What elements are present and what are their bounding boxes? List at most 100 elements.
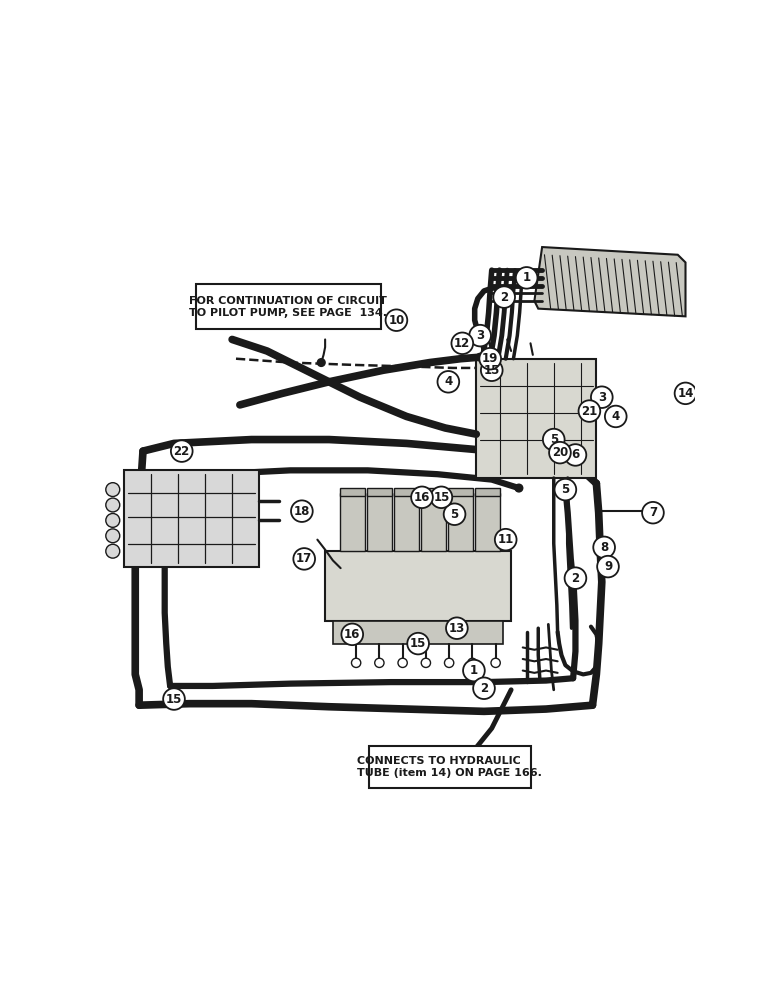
Circle shape xyxy=(473,677,495,699)
Circle shape xyxy=(351,658,361,667)
FancyBboxPatch shape xyxy=(195,284,381,329)
Circle shape xyxy=(605,406,627,427)
Circle shape xyxy=(317,359,325,366)
Circle shape xyxy=(564,567,586,589)
Text: CONNECTS TO HYDRAULIC
TUBE (item 14) ON PAGE 166.: CONNECTS TO HYDRAULIC TUBE (item 14) ON … xyxy=(357,756,542,778)
Circle shape xyxy=(463,660,485,681)
FancyBboxPatch shape xyxy=(340,488,364,496)
Circle shape xyxy=(171,440,192,462)
Text: 5: 5 xyxy=(561,483,570,496)
FancyBboxPatch shape xyxy=(476,488,500,496)
Circle shape xyxy=(476,353,484,361)
Text: 2: 2 xyxy=(571,572,580,585)
Circle shape xyxy=(481,359,503,381)
Text: 3: 3 xyxy=(476,329,484,342)
Circle shape xyxy=(444,503,466,525)
FancyBboxPatch shape xyxy=(449,488,473,496)
Text: 16: 16 xyxy=(414,491,430,504)
Text: 16: 16 xyxy=(344,628,361,641)
FancyBboxPatch shape xyxy=(367,493,391,551)
FancyBboxPatch shape xyxy=(325,551,511,620)
Circle shape xyxy=(106,483,120,497)
Circle shape xyxy=(468,658,477,667)
Circle shape xyxy=(411,487,433,508)
Circle shape xyxy=(493,286,515,308)
Text: 22: 22 xyxy=(174,445,190,458)
Text: 13: 13 xyxy=(449,622,465,635)
Text: 15: 15 xyxy=(166,693,182,706)
Circle shape xyxy=(516,267,537,289)
Text: 17: 17 xyxy=(296,552,313,565)
Circle shape xyxy=(422,658,431,667)
Circle shape xyxy=(515,484,523,492)
Text: 7: 7 xyxy=(649,506,657,519)
Circle shape xyxy=(445,658,454,667)
Circle shape xyxy=(642,502,664,523)
Text: 11: 11 xyxy=(498,533,514,546)
Text: 4: 4 xyxy=(611,410,620,423)
Circle shape xyxy=(543,429,564,450)
Circle shape xyxy=(293,548,315,570)
Circle shape xyxy=(591,386,613,408)
Circle shape xyxy=(163,688,185,710)
Circle shape xyxy=(578,400,601,422)
FancyBboxPatch shape xyxy=(476,359,597,478)
FancyBboxPatch shape xyxy=(333,620,503,644)
Text: 5: 5 xyxy=(450,508,459,521)
Text: 8: 8 xyxy=(600,541,608,554)
Polygon shape xyxy=(534,247,686,316)
Circle shape xyxy=(564,444,586,466)
FancyBboxPatch shape xyxy=(367,488,391,496)
Text: 20: 20 xyxy=(552,446,568,459)
Circle shape xyxy=(408,633,429,654)
Circle shape xyxy=(398,658,408,667)
FancyBboxPatch shape xyxy=(476,493,500,551)
Circle shape xyxy=(385,309,408,331)
Text: FOR CONTINUATION OF CIRCUIT
TO PILOT PUMP, SEE PAGE  134.: FOR CONTINUATION OF CIRCUIT TO PILOT PUM… xyxy=(189,296,388,318)
FancyBboxPatch shape xyxy=(394,488,419,496)
Circle shape xyxy=(593,537,615,558)
Text: 18: 18 xyxy=(293,505,310,518)
Circle shape xyxy=(291,500,313,522)
Circle shape xyxy=(431,487,452,508)
Text: 14: 14 xyxy=(677,387,694,400)
Circle shape xyxy=(106,498,120,512)
Circle shape xyxy=(446,617,468,639)
FancyBboxPatch shape xyxy=(340,493,364,551)
Text: 4: 4 xyxy=(444,375,452,388)
FancyBboxPatch shape xyxy=(394,493,419,551)
Circle shape xyxy=(438,371,459,393)
Text: 1: 1 xyxy=(470,664,478,677)
Circle shape xyxy=(549,442,571,463)
Text: 2: 2 xyxy=(480,682,488,695)
Circle shape xyxy=(675,383,696,404)
Text: 12: 12 xyxy=(454,337,470,350)
Circle shape xyxy=(479,348,501,369)
Circle shape xyxy=(598,556,619,577)
Text: 10: 10 xyxy=(388,314,405,327)
Text: 19: 19 xyxy=(482,352,499,365)
Circle shape xyxy=(106,544,120,558)
Circle shape xyxy=(452,333,473,354)
Circle shape xyxy=(374,658,384,667)
FancyBboxPatch shape xyxy=(124,470,259,567)
Circle shape xyxy=(495,529,516,550)
FancyBboxPatch shape xyxy=(422,493,446,551)
Text: 2: 2 xyxy=(500,291,508,304)
Text: 1: 1 xyxy=(523,271,530,284)
Text: 15: 15 xyxy=(433,491,449,504)
Text: 3: 3 xyxy=(598,391,606,404)
Text: 21: 21 xyxy=(581,405,598,418)
FancyBboxPatch shape xyxy=(422,488,446,496)
FancyBboxPatch shape xyxy=(449,493,473,551)
Circle shape xyxy=(341,624,363,645)
Text: 6: 6 xyxy=(571,448,580,461)
Text: 9: 9 xyxy=(604,560,612,573)
Text: 5: 5 xyxy=(550,433,558,446)
Circle shape xyxy=(491,658,500,667)
Circle shape xyxy=(554,479,576,500)
Circle shape xyxy=(469,325,491,346)
Text: 15: 15 xyxy=(483,364,500,377)
Circle shape xyxy=(106,529,120,543)
FancyBboxPatch shape xyxy=(368,746,530,788)
